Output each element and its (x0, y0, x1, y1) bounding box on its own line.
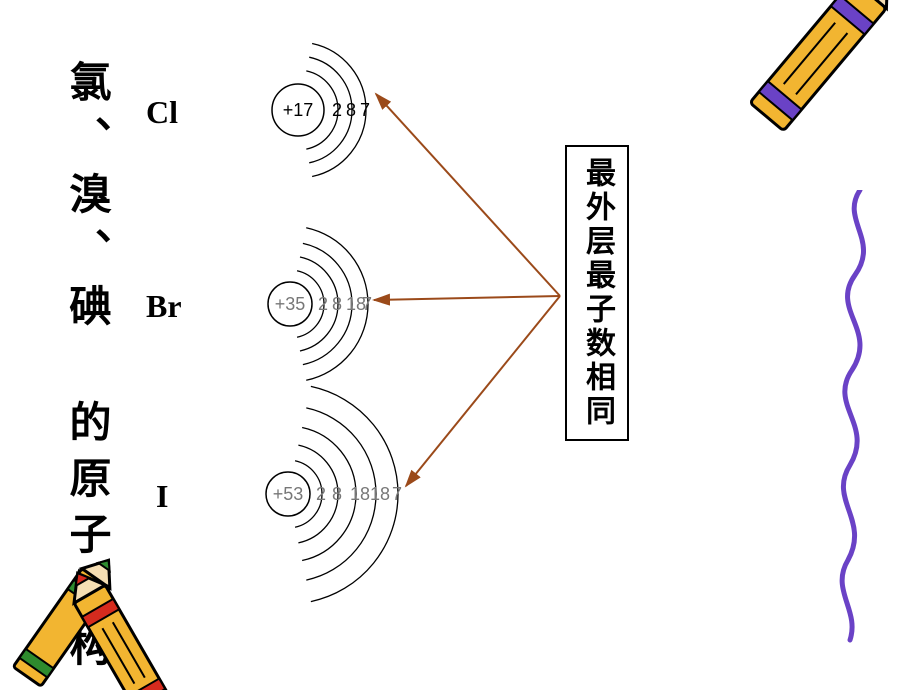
crayon-decor-bottom (0, 540, 250, 690)
info-box-outer-shell: 最外层最子数相同 (565, 145, 629, 441)
squiggle-decor (800, 190, 920, 690)
